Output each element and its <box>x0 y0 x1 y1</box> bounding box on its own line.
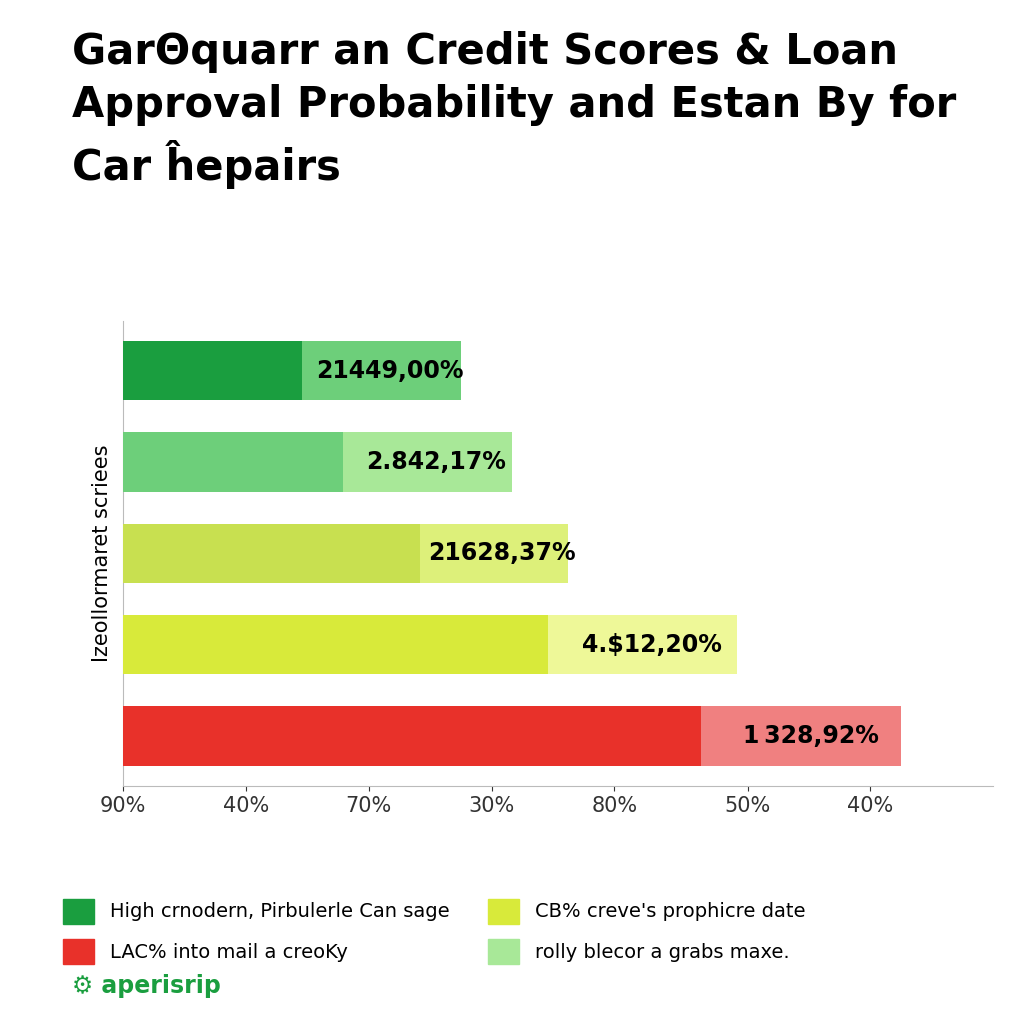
Bar <box>123 707 701 766</box>
Text: 21449,00%: 21449,00% <box>315 358 463 383</box>
Y-axis label: Izeollormaret scriees: Izeollormaret scriees <box>92 444 112 663</box>
Text: 2.842,17%: 2.842,17% <box>366 451 506 474</box>
Bar <box>123 615 548 675</box>
Legend: High crnodern, Pirbulerle Can sage, LAC% into mail a creoKy, CB% creve's prophic: High crnodern, Pirbulerle Can sage, LAC%… <box>62 899 805 964</box>
Text: GarΘquarr an Credit Scores & Loan
Approval Probability and Estan By for
Car ĥepa: GarΘquarr an Credit Scores & Loan Approv… <box>72 31 956 189</box>
Bar <box>123 341 302 400</box>
Text: 1 328,92%: 1 328,92% <box>743 724 880 749</box>
Bar <box>302 341 461 400</box>
Bar <box>343 432 512 492</box>
Bar <box>548 615 737 675</box>
Bar <box>420 524 568 583</box>
Text: 21628,37%: 21628,37% <box>428 542 575 565</box>
Bar <box>123 432 343 492</box>
Bar <box>701 707 901 766</box>
Text: 4.$12,20%: 4.$12,20% <box>582 633 722 656</box>
Text: ⚙ aperisrip: ⚙ aperisrip <box>72 975 220 998</box>
Bar <box>123 524 420 583</box>
